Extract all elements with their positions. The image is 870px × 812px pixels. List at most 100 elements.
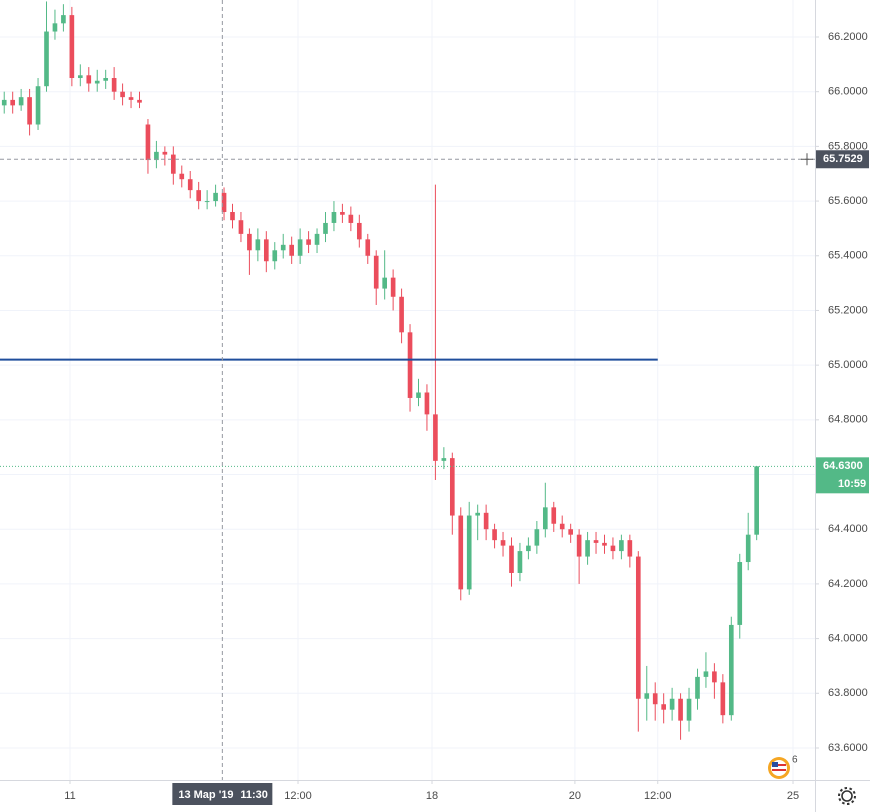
candle-body	[728, 624, 734, 716]
candle-body	[289, 244, 295, 256]
candle-body	[306, 239, 311, 245]
candle-body	[559, 523, 565, 530]
candle-body	[356, 222, 362, 240]
candle-body	[551, 507, 557, 524]
candle-body	[103, 78, 109, 81]
candle-body	[255, 239, 261, 251]
y-tick-label: 66.0000	[828, 86, 868, 98]
crosshair-date-label: 13 Map '19	[178, 789, 233, 801]
candle-body	[661, 704, 666, 710]
gear-ring[interactable]	[841, 790, 853, 802]
candle-body	[263, 239, 269, 262]
settings-button[interactable]	[838, 787, 856, 805]
candle-body	[720, 682, 726, 716]
gear-teeth[interactable]	[838, 787, 856, 805]
candle-body	[475, 512, 480, 516]
candle-body	[745, 534, 751, 563]
x-tick-label: 11	[64, 790, 75, 802]
x-tick-label: 25	[787, 790, 799, 802]
candle-body	[407, 332, 413, 398]
candle-body	[585, 540, 590, 557]
candle-body	[517, 551, 523, 573]
candle-body	[187, 179, 193, 191]
y-tick-label: 65.2000	[828, 304, 868, 316]
flag-canton	[772, 762, 778, 767]
flag-count: 6	[792, 755, 798, 766]
candle-body	[652, 693, 658, 705]
candle-body	[213, 192, 218, 202]
y-tick-label: 65.4000	[828, 250, 868, 262]
flag-stripe	[772, 764, 786, 766]
last-price-label: 64.6300	[823, 460, 863, 472]
candle-body	[272, 250, 278, 262]
candle-body	[170, 154, 176, 174]
candle-body	[712, 671, 717, 683]
candle-body	[86, 75, 92, 84]
candle-body	[669, 698, 675, 710]
crosshair-price-label: 65.7529	[823, 153, 863, 165]
candle-body	[120, 91, 125, 98]
candle-body	[458, 515, 464, 590]
x-tick-label: 20	[569, 790, 581, 802]
candle-body	[542, 507, 548, 530]
candle-body	[433, 414, 438, 461]
countdown-label: 10:59	[838, 478, 866, 490]
candle-body	[154, 151, 159, 161]
candle-body	[230, 212, 235, 221]
candle-body	[1, 99, 7, 106]
candle-body	[44, 31, 49, 87]
candle-body	[18, 97, 24, 106]
candle-body	[678, 698, 683, 721]
candle-body	[619, 540, 624, 552]
candle-body	[441, 458, 447, 461]
y-tick-label: 63.8000	[828, 687, 868, 699]
candle-body	[593, 540, 599, 543]
candle-body	[111, 78, 117, 92]
flag-stripe	[772, 769, 786, 771]
candle-body	[373, 255, 379, 289]
x-tick-label: 18	[426, 790, 438, 802]
y-tick-label: 65.6000	[828, 195, 868, 207]
candle-body	[314, 233, 320, 245]
y-tick-label: 64.0000	[828, 633, 868, 645]
y-tick-label: 64.8000	[828, 414, 868, 426]
candle-body	[627, 540, 633, 557]
candle-body	[754, 466, 759, 535]
candle-body	[238, 220, 244, 234]
candle-body	[737, 562, 743, 625]
axes: 63.600063.800064.000064.200064.400064.60…	[64, 31, 869, 805]
candle-body	[247, 233, 252, 251]
candle-body	[69, 15, 75, 79]
candle-body	[534, 529, 540, 546]
candle-body	[280, 244, 286, 251]
candle-body	[348, 214, 354, 223]
candle-body	[162, 151, 168, 155]
candle-body	[27, 97, 32, 125]
candle-body	[382, 277, 387, 289]
candle-body	[602, 542, 607, 546]
candle-body	[492, 529, 497, 541]
x-tick-label: 12:00	[284, 790, 312, 802]
crosshair-time-label: 11:30	[240, 789, 268, 801]
candle-body	[500, 540, 506, 546]
candle-body	[483, 512, 489, 530]
candle-body	[137, 99, 142, 103]
candle-body	[703, 671, 709, 677]
candle-body	[365, 239, 371, 256]
plot	[0, 0, 815, 780]
candle-body	[610, 545, 616, 552]
candle-body	[509, 545, 514, 573]
candle-body	[576, 534, 582, 557]
candle-body	[77, 75, 83, 79]
candle-body	[204, 201, 210, 203]
candle-body	[331, 212, 337, 223]
crosshair-price-box	[816, 150, 869, 169]
x-tick-label: 12:00	[644, 790, 672, 802]
candle-body	[340, 212, 345, 215]
candle-body	[390, 277, 396, 297]
candle-body	[424, 392, 430, 415]
candle-body	[686, 698, 692, 721]
candle-body	[526, 545, 531, 552]
candle-body	[568, 529, 573, 535]
